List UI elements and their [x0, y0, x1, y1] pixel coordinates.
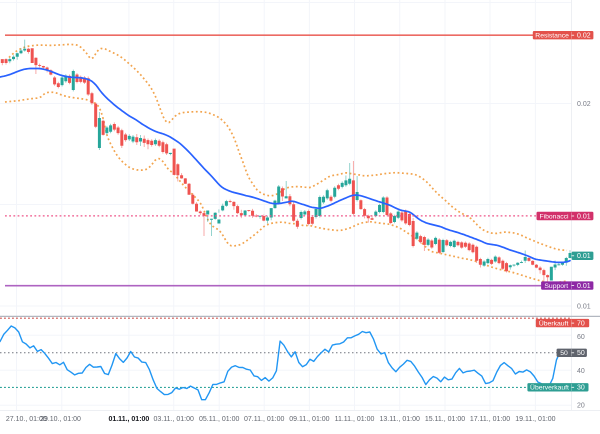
svg-text:15.11., 01:00: 15.11., 01:00: [425, 416, 465, 423]
svg-text:Fibonacci: Fibonacci: [539, 213, 569, 220]
svg-text:Support: Support: [544, 283, 568, 290]
svg-text:30: 30: [577, 385, 585, 392]
svg-text:0.02: 0.02: [577, 33, 591, 40]
svg-text:09.11., 01:00: 09.11., 01:00: [289, 416, 329, 423]
svg-text:11.11., 01:00: 11.11., 01:00: [335, 416, 375, 423]
svg-text:40: 40: [577, 368, 585, 375]
svg-text:60: 60: [577, 334, 585, 341]
svg-text:01.11., 01:00: 01.11., 01:00: [108, 416, 149, 423]
svg-text:0.01: 0.01: [577, 213, 591, 220]
svg-text:0.01: 0.01: [577, 253, 591, 260]
svg-text:Resistance: Resistance: [535, 33, 569, 40]
svg-text:Überverkauft: Überverkauft: [530, 384, 569, 392]
svg-text:70: 70: [577, 320, 585, 327]
svg-text:27.10., 01:00: 27.10., 01:00: [6, 416, 47, 423]
svg-text:50: 50: [560, 350, 568, 357]
svg-text:05.11., 01:00: 05.11., 01:00: [199, 416, 239, 423]
svg-text:0.01: 0.01: [577, 283, 591, 290]
svg-text:0.01: 0.01: [577, 304, 591, 311]
svg-text:29.10., 01:00: 29.10., 01:00: [40, 416, 81, 423]
svg-text:17.11., 01:00: 17.11., 01:00: [470, 416, 510, 423]
svg-text:Überkauft: Überkauft: [539, 319, 569, 327]
svg-text:50: 50: [577, 350, 585, 357]
svg-text:03.11., 01:00: 03.11., 01:00: [154, 416, 194, 423]
svg-text:20: 20: [577, 403, 585, 410]
svg-text:07.11., 01:00: 07.11., 01:00: [244, 416, 284, 423]
svg-text:13.11., 01:00: 13.11., 01:00: [380, 416, 420, 423]
svg-text:0.02: 0.02: [577, 101, 591, 108]
svg-text:19.11., 01:00: 19.11., 01:00: [515, 416, 555, 423]
